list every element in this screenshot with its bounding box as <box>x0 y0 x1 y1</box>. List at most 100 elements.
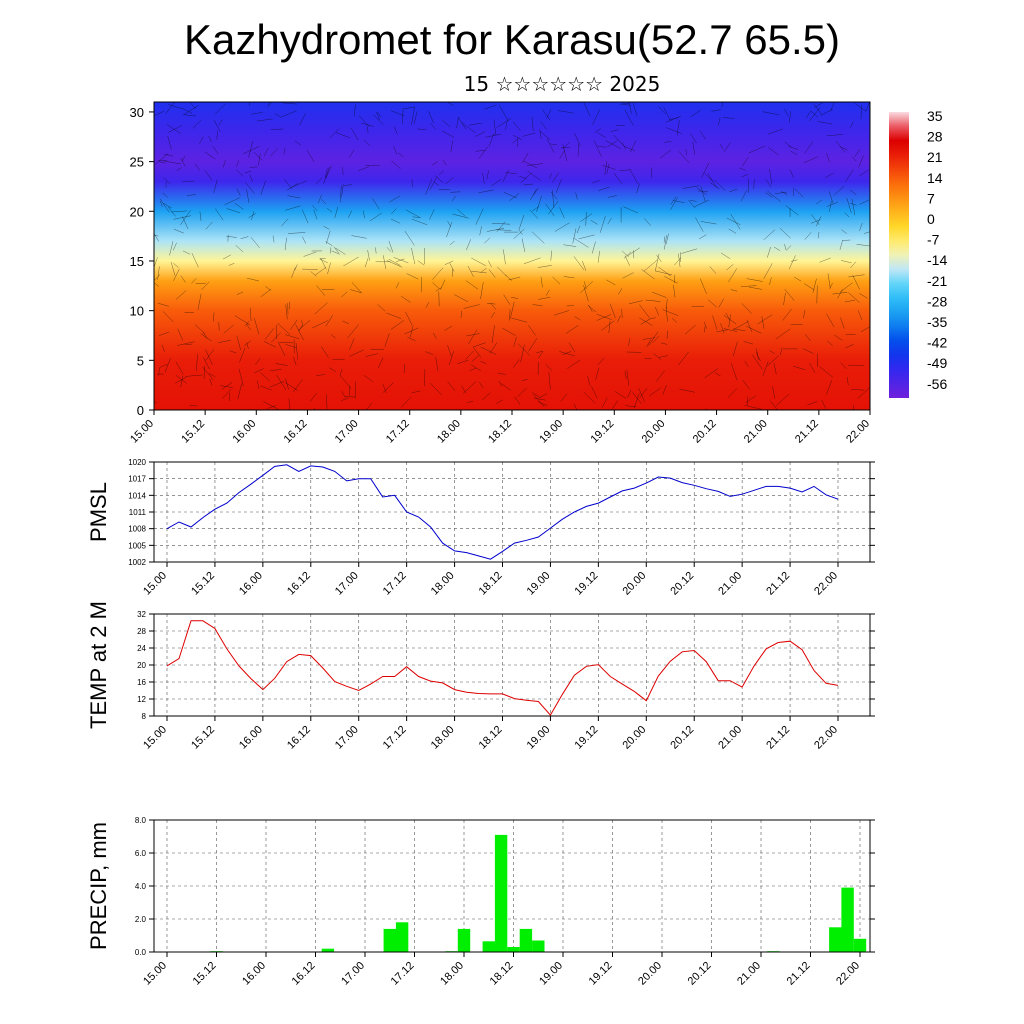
wind-barb <box>665 115 681 123</box>
wind-barb <box>329 128 340 138</box>
wind-barb <box>405 311 413 326</box>
wind-barb <box>484 104 497 110</box>
wind-barb <box>679 388 696 393</box>
wind-barb <box>802 348 814 354</box>
wind-barb <box>405 209 421 219</box>
wind-barb <box>361 122 374 127</box>
wind-barb <box>723 142 731 152</box>
wind-barb <box>623 206 639 214</box>
wind-barb <box>194 163 201 171</box>
wind-barb <box>599 216 606 233</box>
wind-barb <box>744 405 762 410</box>
x-tick-label: 17.00 <box>333 570 361 598</box>
wind-barb <box>517 387 527 397</box>
x-tick-label: 20.12 <box>691 418 719 446</box>
wind-barb <box>367 249 370 261</box>
x-tick-label: 20.12 <box>668 570 696 598</box>
x-tick-label: 19.12 <box>573 724 601 752</box>
wind-barb <box>316 285 325 296</box>
wind-barb <box>191 277 197 284</box>
wind-barb <box>390 218 401 224</box>
wind-barb <box>270 128 284 130</box>
wind-barb <box>519 176 527 179</box>
wind-barb <box>347 324 359 339</box>
wind-barb <box>784 141 792 148</box>
wind-barb <box>625 405 637 408</box>
precip-bar <box>321 948 335 952</box>
wind-barb <box>761 316 765 329</box>
wind-barb <box>284 179 292 190</box>
x-tick-label: 22.00 <box>834 960 862 988</box>
wind-barb <box>341 391 346 398</box>
wind-barb <box>784 243 787 251</box>
wind-barb <box>622 104 631 106</box>
wind-barb <box>521 379 528 381</box>
wind-barb <box>533 397 546 401</box>
wind-barbs <box>154 102 870 410</box>
wind-barb <box>263 401 279 410</box>
wind-barb <box>605 140 622 150</box>
y-tick-label: 16 <box>137 678 146 687</box>
wind-barb <box>649 387 661 397</box>
wind-barb <box>624 255 630 266</box>
colorbar-tick-label: -42 <box>927 335 947 351</box>
wind-barb <box>340 185 342 203</box>
temp-grid <box>154 613 870 717</box>
x-tick-label: 21.12 <box>764 570 792 598</box>
wind-barb <box>260 180 267 195</box>
wind-barb <box>463 304 480 309</box>
wind-barb <box>765 192 773 198</box>
wind-barb <box>411 218 428 226</box>
wind-barb <box>508 276 521 281</box>
wind-barb <box>560 393 568 402</box>
wind-barb <box>624 109 634 126</box>
wind-barb <box>739 167 746 171</box>
wind-barb <box>339 369 343 376</box>
wind-barb <box>840 362 847 370</box>
wind-barb <box>717 117 721 126</box>
wind-barb <box>253 152 263 160</box>
wind-barb <box>559 150 565 159</box>
temp-line <box>166 620 839 716</box>
x-tick-label: 21.12 <box>785 960 813 988</box>
wind-barb <box>854 103 867 112</box>
wind-barb <box>195 282 206 285</box>
wind-barb <box>250 307 252 322</box>
wind-barb <box>496 221 506 232</box>
wind-barb <box>236 169 244 177</box>
wind-barb <box>290 180 307 188</box>
wind-barb <box>375 247 377 254</box>
wind-barb <box>162 202 172 209</box>
wind-barb <box>194 324 206 334</box>
wind-barb <box>783 292 786 306</box>
wind-barb <box>163 177 171 185</box>
wind-barb <box>545 203 555 217</box>
wind-barb <box>180 157 186 167</box>
wind-barb <box>440 279 446 290</box>
wind-barb <box>590 220 598 225</box>
wind-barb <box>741 173 749 178</box>
wind-barb <box>636 183 640 194</box>
wind-barb <box>582 260 587 271</box>
x-tick-label: 15.00 <box>141 570 169 598</box>
wind-barb <box>755 351 761 362</box>
wind-barb <box>452 213 469 219</box>
wind-barb <box>497 266 507 277</box>
wind-barb <box>469 367 477 371</box>
wind-barb <box>157 302 169 307</box>
wind-barb <box>529 209 539 219</box>
wind-barb <box>167 135 172 150</box>
wind-barb <box>765 179 772 188</box>
wind-barb <box>595 367 600 380</box>
wind-barb <box>632 102 638 116</box>
wind-barb <box>859 293 868 299</box>
wind-barb <box>173 268 180 282</box>
wind-barb <box>285 344 297 348</box>
x-tick-label: 21.00 <box>742 418 770 446</box>
wind-barb <box>574 132 581 147</box>
wind-barb <box>704 173 713 182</box>
wind-barb <box>343 256 359 267</box>
wind-barb <box>832 291 848 295</box>
wind-barb <box>319 258 326 260</box>
wind-barb <box>618 288 623 295</box>
